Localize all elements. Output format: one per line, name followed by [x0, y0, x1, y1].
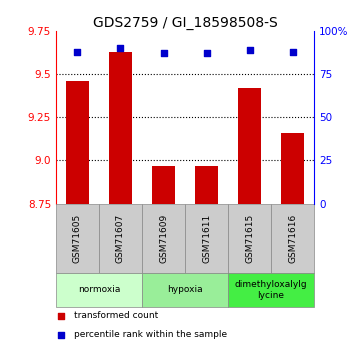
Text: GSM71615: GSM71615: [245, 214, 254, 263]
Point: [58, 332, 64, 337]
Bar: [271, 204, 314, 273]
Text: GSM71605: GSM71605: [73, 214, 82, 263]
Point: [118, 46, 123, 51]
Text: GSM71611: GSM71611: [202, 214, 211, 263]
Text: GSM71616: GSM71616: [288, 214, 297, 263]
Text: hypoxia: hypoxia: [167, 285, 203, 294]
Bar: [238, 88, 261, 204]
Bar: [56, 204, 99, 273]
Bar: [228, 273, 314, 307]
Point: [75, 49, 81, 55]
Text: normoxia: normoxia: [78, 285, 120, 294]
Bar: [195, 166, 218, 204]
Text: dimethyloxalylg
lycine: dimethyloxalylg lycine: [235, 280, 307, 299]
Point: [58, 313, 64, 318]
Bar: [152, 166, 175, 204]
Title: GDS2759 / GI_18598508-S: GDS2759 / GI_18598508-S: [93, 16, 277, 30]
Bar: [185, 204, 228, 273]
Bar: [66, 81, 89, 204]
Point: [247, 47, 252, 53]
Text: GSM71607: GSM71607: [116, 214, 125, 263]
Bar: [142, 204, 185, 273]
Point: [161, 51, 166, 56]
Text: GSM71609: GSM71609: [159, 214, 168, 263]
Bar: [281, 133, 304, 204]
Point: [204, 51, 209, 56]
Bar: [109, 52, 132, 204]
Point: [290, 49, 295, 55]
Bar: [142, 273, 228, 307]
Bar: [228, 204, 271, 273]
Bar: [56, 273, 142, 307]
Bar: [99, 204, 142, 273]
Text: transformed count: transformed count: [74, 311, 158, 320]
Text: percentile rank within the sample: percentile rank within the sample: [74, 330, 227, 339]
